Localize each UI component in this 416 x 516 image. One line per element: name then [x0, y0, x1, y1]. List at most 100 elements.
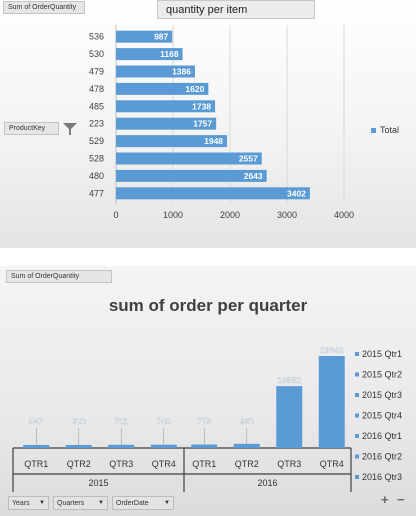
- y-tick-label: 478: [89, 84, 104, 94]
- bar: [116, 82, 209, 95]
- bar: [150, 444, 177, 448]
- bar: [23, 445, 50, 448]
- order-date-filter-button[interactable]: OrderDate ▼: [112, 496, 174, 510]
- quarters-filter-button[interactable]: Quarters ▼: [53, 496, 108, 510]
- x-tick-label: QTR2: [67, 459, 91, 469]
- legend-label-total: Total: [380, 125, 400, 135]
- legend-swatch: [355, 475, 359, 479]
- x-tick-label: QTR1: [24, 459, 48, 469]
- chart-title: sum of order per quarter: [108, 296, 308, 315]
- bar: [116, 48, 183, 61]
- y-tick-label: 479: [89, 67, 104, 77]
- x-tick-label: 2000: [220, 210, 240, 220]
- y-tick-label: 480: [89, 171, 104, 181]
- bar: [318, 356, 345, 448]
- sum-of-order-per-quarter-chart: Sum of OrderQuantity sum of order per qu…: [0, 266, 416, 516]
- legend-label: 2015 Qtr2: [362, 370, 402, 380]
- legend-swatch: [355, 352, 359, 356]
- expand-field-button[interactable]: +: [381, 492, 389, 507]
- x-tick-label: QTR4: [152, 459, 176, 469]
- y-tick-label: 477: [89, 188, 104, 198]
- x-tick-label: 3000: [277, 210, 297, 220]
- bar: [116, 117, 217, 130]
- chevron-down-icon: ▼: [98, 500, 104, 506]
- bar: [65, 445, 92, 448]
- x-tick-label: QTR3: [109, 459, 133, 469]
- chart-title: quantity per item: [157, 0, 315, 19]
- data-label: 987: [154, 32, 168, 42]
- bar: [233, 443, 260, 448]
- quarters-filter-label: Quarters: [57, 499, 85, 507]
- legend-swatch: [355, 393, 359, 397]
- data-label: 547: [29, 416, 43, 426]
- order-date-filter-label: OrderDate: [116, 499, 149, 507]
- chevron-down-icon: ▼: [164, 500, 170, 506]
- x-tick-label: QTR2: [235, 459, 259, 469]
- legend-label: 2016 Qtr2: [362, 452, 402, 462]
- legend-label: 2015 Qtr4: [362, 411, 402, 421]
- x-tick-label: 4000: [334, 210, 354, 220]
- data-label: 721: [114, 416, 128, 426]
- data-label: 775: [197, 416, 211, 426]
- bar: [116, 100, 216, 113]
- data-label: 3402: [287, 188, 306, 198]
- data-label: 931: [240, 416, 254, 426]
- x-tick-label: 1000: [163, 210, 183, 220]
- x-tick-label: QTR3: [277, 459, 301, 469]
- data-label: 13882: [277, 375, 301, 385]
- spreadsheet-gap: [0, 248, 416, 266]
- bar: [276, 386, 303, 448]
- x-tick-label: QTR4: [320, 459, 344, 469]
- x-tick-label: QTR1: [192, 459, 216, 469]
- years-filter-label: Years: [12, 499, 30, 507]
- legend-label: 2015 Qtr3: [362, 390, 402, 400]
- legend: Total: [371, 125, 399, 135]
- data-label: 1620: [185, 84, 204, 94]
- collapse-field-button[interactable]: −: [397, 492, 405, 507]
- years-filter-button[interactable]: Years ▼: [8, 496, 49, 510]
- y-tick-label: 529: [89, 136, 104, 146]
- y-tick-label: 536: [89, 32, 104, 42]
- data-label: 2643: [244, 171, 263, 181]
- legend-swatch: [355, 372, 359, 377]
- bar: [116, 187, 310, 200]
- y-tick-label: 223: [89, 119, 104, 129]
- bar: [108, 444, 135, 448]
- bar: [191, 444, 218, 448]
- bar: [116, 169, 267, 182]
- filter-icon[interactable]: [62, 122, 78, 136]
- quantity-per-item-chart: Sum of OrderQuantity quantity per item P…: [0, 0, 416, 248]
- sum-order-quantity-field-button[interactable]: Sum of OrderQuantity: [3, 1, 85, 14]
- x-tick-label: 0: [113, 210, 118, 220]
- vertical-bar-plot: 547 QTR1 622 QTR2 721 QTR3 740 QTR4 2015 775 QTR1 9…: [12, 345, 402, 492]
- legend-label: 2015 Qtr1: [362, 349, 402, 359]
- data-label: 1948: [204, 136, 223, 146]
- data-label: 1757: [193, 119, 212, 129]
- data-label: 1738: [192, 101, 211, 111]
- data-label: 622: [72, 416, 86, 426]
- group-label: 2015: [88, 478, 108, 488]
- legend-label: 2016 Qtr1: [362, 431, 402, 441]
- legend-swatch: [355, 454, 359, 459]
- legend-label: 2016 Qtr3: [362, 472, 402, 482]
- bar: [116, 135, 228, 148]
- bar: [116, 152, 262, 165]
- horizontal-bar-plot: 0 1000 2000 3000 4000 536 987 530 1168 479 1386 478…: [89, 25, 354, 220]
- data-label: 1168: [160, 49, 179, 59]
- bar: [116, 65, 196, 78]
- data-label: 2557: [239, 154, 258, 164]
- legend-swatch: [355, 413, 359, 418]
- bar: [116, 30, 173, 43]
- group-label: 2016: [257, 478, 277, 488]
- y-tick-label: 530: [89, 49, 104, 59]
- data-label: 740: [157, 416, 171, 426]
- sum-order-quantity-field-button[interactable]: Sum of OrderQuantity: [6, 270, 112, 283]
- chevron-down-icon: ▼: [39, 500, 45, 506]
- data-label: 20642: [320, 345, 344, 355]
- data-label: 1386: [172, 67, 191, 77]
- legend-swatch: [355, 434, 359, 438]
- y-tick-label: 528: [89, 154, 104, 164]
- product-key-axis-field-button[interactable]: ProductKey: [4, 122, 59, 135]
- y-tick-label: 485: [89, 101, 104, 111]
- legend-swatch-total: [371, 127, 376, 133]
